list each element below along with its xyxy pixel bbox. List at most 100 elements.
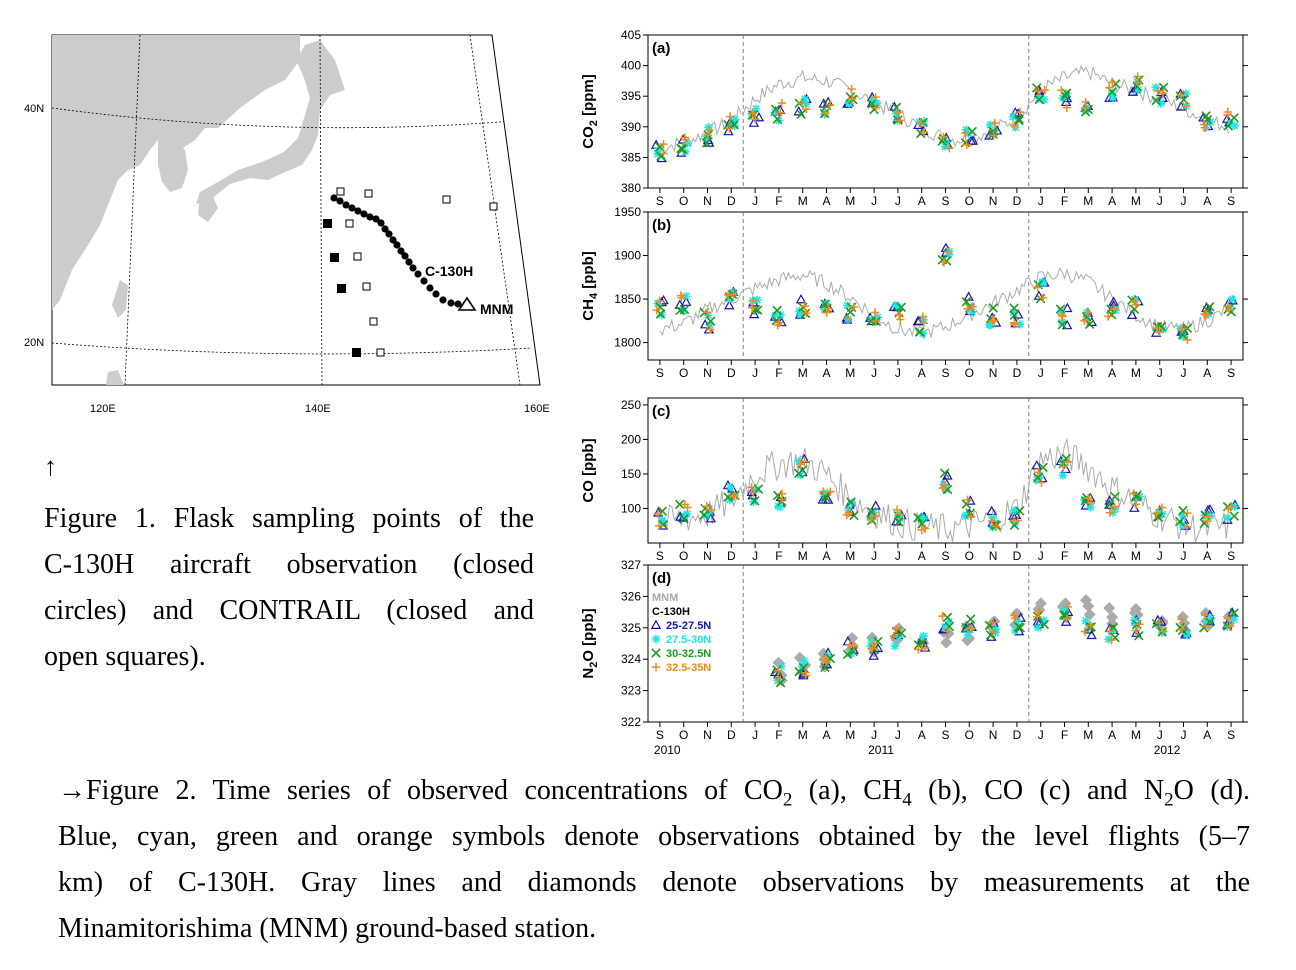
c130h-marker xyxy=(1009,310,1020,321)
panel-label: (d) xyxy=(652,570,671,587)
c130h-marker xyxy=(1058,471,1068,480)
c130h-marker xyxy=(1227,502,1236,511)
c130h-marker xyxy=(705,320,715,330)
x-tick-label: D xyxy=(727,366,736,380)
x-tick-label: F xyxy=(775,194,782,208)
c130h-marker xyxy=(1038,462,1048,473)
c130h-marker xyxy=(1062,103,1071,112)
c130h-marker xyxy=(1010,518,1020,528)
c130h-marker xyxy=(1203,516,1212,526)
c130h-marker xyxy=(963,630,972,640)
c130h-marker xyxy=(894,310,904,319)
c130h-marker xyxy=(1154,508,1163,517)
x-tick-label: O xyxy=(965,366,974,380)
c130h-marker xyxy=(1204,301,1215,312)
c130h-marker xyxy=(1062,302,1073,313)
c130h-marker xyxy=(1133,72,1142,81)
c130h-marker xyxy=(751,485,761,494)
land-mainland xyxy=(52,35,300,310)
x-tick-label: J xyxy=(895,728,901,742)
c130h-marker xyxy=(1038,293,1048,303)
c130h-marker xyxy=(1037,478,1046,487)
legend-marker xyxy=(651,634,661,644)
c130h-marker xyxy=(679,514,689,524)
c130h-marker xyxy=(1182,323,1193,333)
x-tick-label: M xyxy=(1131,728,1141,742)
c130h-marker xyxy=(1008,112,1018,122)
x-tick-label: D xyxy=(727,194,736,208)
c130h-marker xyxy=(747,483,756,492)
lat-label-40n: 40N xyxy=(24,103,44,115)
c130h-marker xyxy=(723,492,733,502)
c130h-marker xyxy=(729,290,738,299)
mnm-diamond xyxy=(940,636,953,649)
c130h-marker xyxy=(843,314,852,323)
mnm-diamond xyxy=(963,632,976,645)
x-tick-label: S xyxy=(941,194,949,208)
mnm-diamond xyxy=(1083,608,1096,621)
c130h-marker xyxy=(772,665,782,675)
c130h-marker xyxy=(1039,95,1049,104)
x-tick-label: O xyxy=(965,728,974,742)
c130h-marker xyxy=(796,459,805,469)
c130h-marker xyxy=(701,134,711,144)
c130h-marker xyxy=(724,299,735,310)
c130h-marker xyxy=(1033,472,1043,483)
x-tick-label: A xyxy=(822,549,830,563)
y-tick-label: 150 xyxy=(621,467,641,481)
c130h-marker xyxy=(967,126,978,137)
x-tick-label: D xyxy=(727,728,736,742)
x-tick-label: J xyxy=(1181,549,1187,563)
c130h-marker xyxy=(753,111,765,122)
c130h-marker xyxy=(893,517,904,527)
c130h-marker xyxy=(701,511,711,520)
c130h-marker xyxy=(800,94,809,104)
c130h-marker xyxy=(894,108,903,117)
x-tick-label: S xyxy=(941,366,949,380)
c130h-marker xyxy=(1228,295,1237,304)
c130h-map-label: C-130H xyxy=(425,263,473,279)
c130h-marker xyxy=(1229,615,1239,624)
c130h-marker xyxy=(1130,615,1139,625)
c130h-marker xyxy=(1034,94,1044,105)
plot-frame xyxy=(647,211,1244,361)
c130h-marker xyxy=(961,296,972,307)
x-tick-label: J xyxy=(752,194,758,208)
x-tick-label: O xyxy=(679,194,688,208)
up-arrow: ↑ xyxy=(44,452,57,481)
c130h-marker xyxy=(657,515,667,525)
c130h-marker xyxy=(921,643,930,653)
x-tick-label: M xyxy=(1083,194,1093,208)
c130h-marker xyxy=(774,666,783,675)
panel-label: (b) xyxy=(652,217,671,234)
y-tick-label: 323 xyxy=(621,684,641,698)
c130h-marker xyxy=(1009,303,1019,313)
c130h-marker xyxy=(751,115,760,124)
c130h-marker xyxy=(1057,86,1066,95)
c130h-marker xyxy=(867,644,877,653)
x-tick-label: S xyxy=(656,366,664,380)
c130h-marker xyxy=(1057,320,1068,330)
c130h-marker xyxy=(963,304,972,314)
c130h-marker xyxy=(1015,107,1025,117)
c130h-marker xyxy=(1200,123,1209,132)
c130h-marker xyxy=(1014,506,1025,516)
c130h-marker xyxy=(800,656,809,666)
c130h-marker xyxy=(1081,616,1090,625)
c130h-marker xyxy=(989,131,998,140)
legend-entry: 30-32.5N xyxy=(666,648,711,660)
c130h-marker xyxy=(891,102,902,113)
c130h-marker xyxy=(990,315,999,325)
c130h-marker xyxy=(846,497,856,507)
x-tick-label: A xyxy=(1108,366,1116,380)
c130h-marker xyxy=(1202,616,1211,626)
c130h-marker xyxy=(1086,498,1096,508)
c130h-marker xyxy=(748,109,758,118)
c130h-marker xyxy=(1033,612,1042,621)
c130h-marker xyxy=(1015,320,1025,329)
x-tick-label: J xyxy=(1157,728,1163,742)
c130h-marker xyxy=(895,509,905,519)
x-tick-label: J xyxy=(1157,549,1163,563)
